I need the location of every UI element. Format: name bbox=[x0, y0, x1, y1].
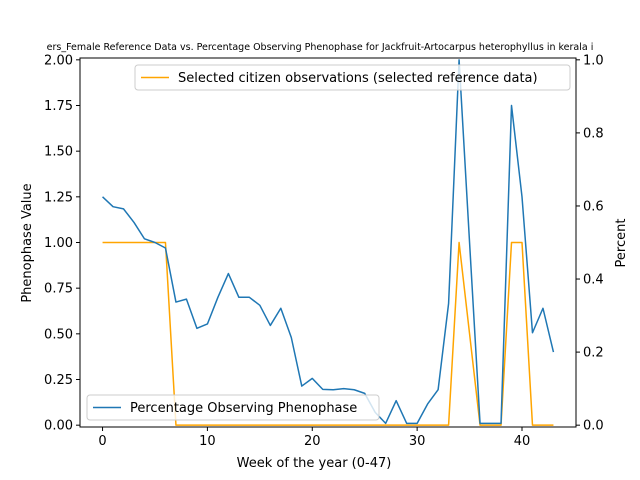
y-left-tick-label: 1.75 bbox=[44, 99, 73, 114]
x-tick-label: 40 bbox=[514, 434, 531, 449]
y-axis-right: 0.0 0.2 0.4 0.6 0.8 1.0 bbox=[576, 53, 604, 434]
legend-selected-citizen: Selected citizen observations (selected … bbox=[134, 64, 571, 91]
y-axis-left: 0.00 0.25 0.50 0.75 1.00 1.25 1.50 1.75 2.00 bbox=[44, 53, 80, 434]
y-right-tick-label: 0.6 bbox=[583, 199, 604, 214]
y-right-tick-label: 0.0 bbox=[583, 419, 604, 434]
series-line-percentage-observing bbox=[102, 59, 555, 425]
chart-title: ers_Female Reference Data vs. Percentage… bbox=[47, 42, 594, 53]
legend-label: Selected citizen observations (selected … bbox=[178, 71, 538, 86]
y-axis-left-label: Phenophase Value bbox=[20, 183, 35, 302]
legend-box bbox=[86, 394, 380, 421]
x-tick-label: 10 bbox=[199, 434, 216, 449]
y-left-tick-label: 0.25 bbox=[44, 373, 73, 388]
x-axis: 0 10 20 30 40 bbox=[98, 427, 530, 449]
y-right-tick-label: 0.8 bbox=[583, 126, 604, 141]
y-right-tick-label: 0.2 bbox=[583, 346, 604, 361]
legend-label: Percentage Observing Phenophase bbox=[130, 401, 357, 416]
y-right-tick-label: 0.4 bbox=[583, 273, 604, 288]
y-right-tick-label: 1.0 bbox=[583, 53, 604, 68]
x-tick-label: 0 bbox=[98, 434, 106, 449]
y-left-tick-label: 1.25 bbox=[44, 190, 73, 205]
x-tick-label: 30 bbox=[409, 434, 426, 449]
legend-percentage-observing: Percentage Observing Phenophase bbox=[86, 394, 380, 421]
y-left-tick-label: 1.50 bbox=[44, 145, 73, 160]
y-left-tick-label: 0.50 bbox=[44, 327, 73, 342]
y-left-tick-label: 1.00 bbox=[44, 236, 73, 251]
x-axis-label: Week of the year (0-47) bbox=[237, 456, 392, 471]
y-left-tick-label: 2.00 bbox=[44, 53, 73, 68]
legend-box bbox=[134, 64, 571, 91]
x-tick-label: 20 bbox=[304, 434, 321, 449]
y-left-tick-label: 0.75 bbox=[44, 282, 73, 297]
series-line-selected-citizen bbox=[102, 241, 554, 426]
y-left-tick-label: 0.00 bbox=[44, 419, 73, 434]
y-axis-right-label: Percent bbox=[614, 219, 629, 268]
plot-area bbox=[102, 59, 555, 426]
